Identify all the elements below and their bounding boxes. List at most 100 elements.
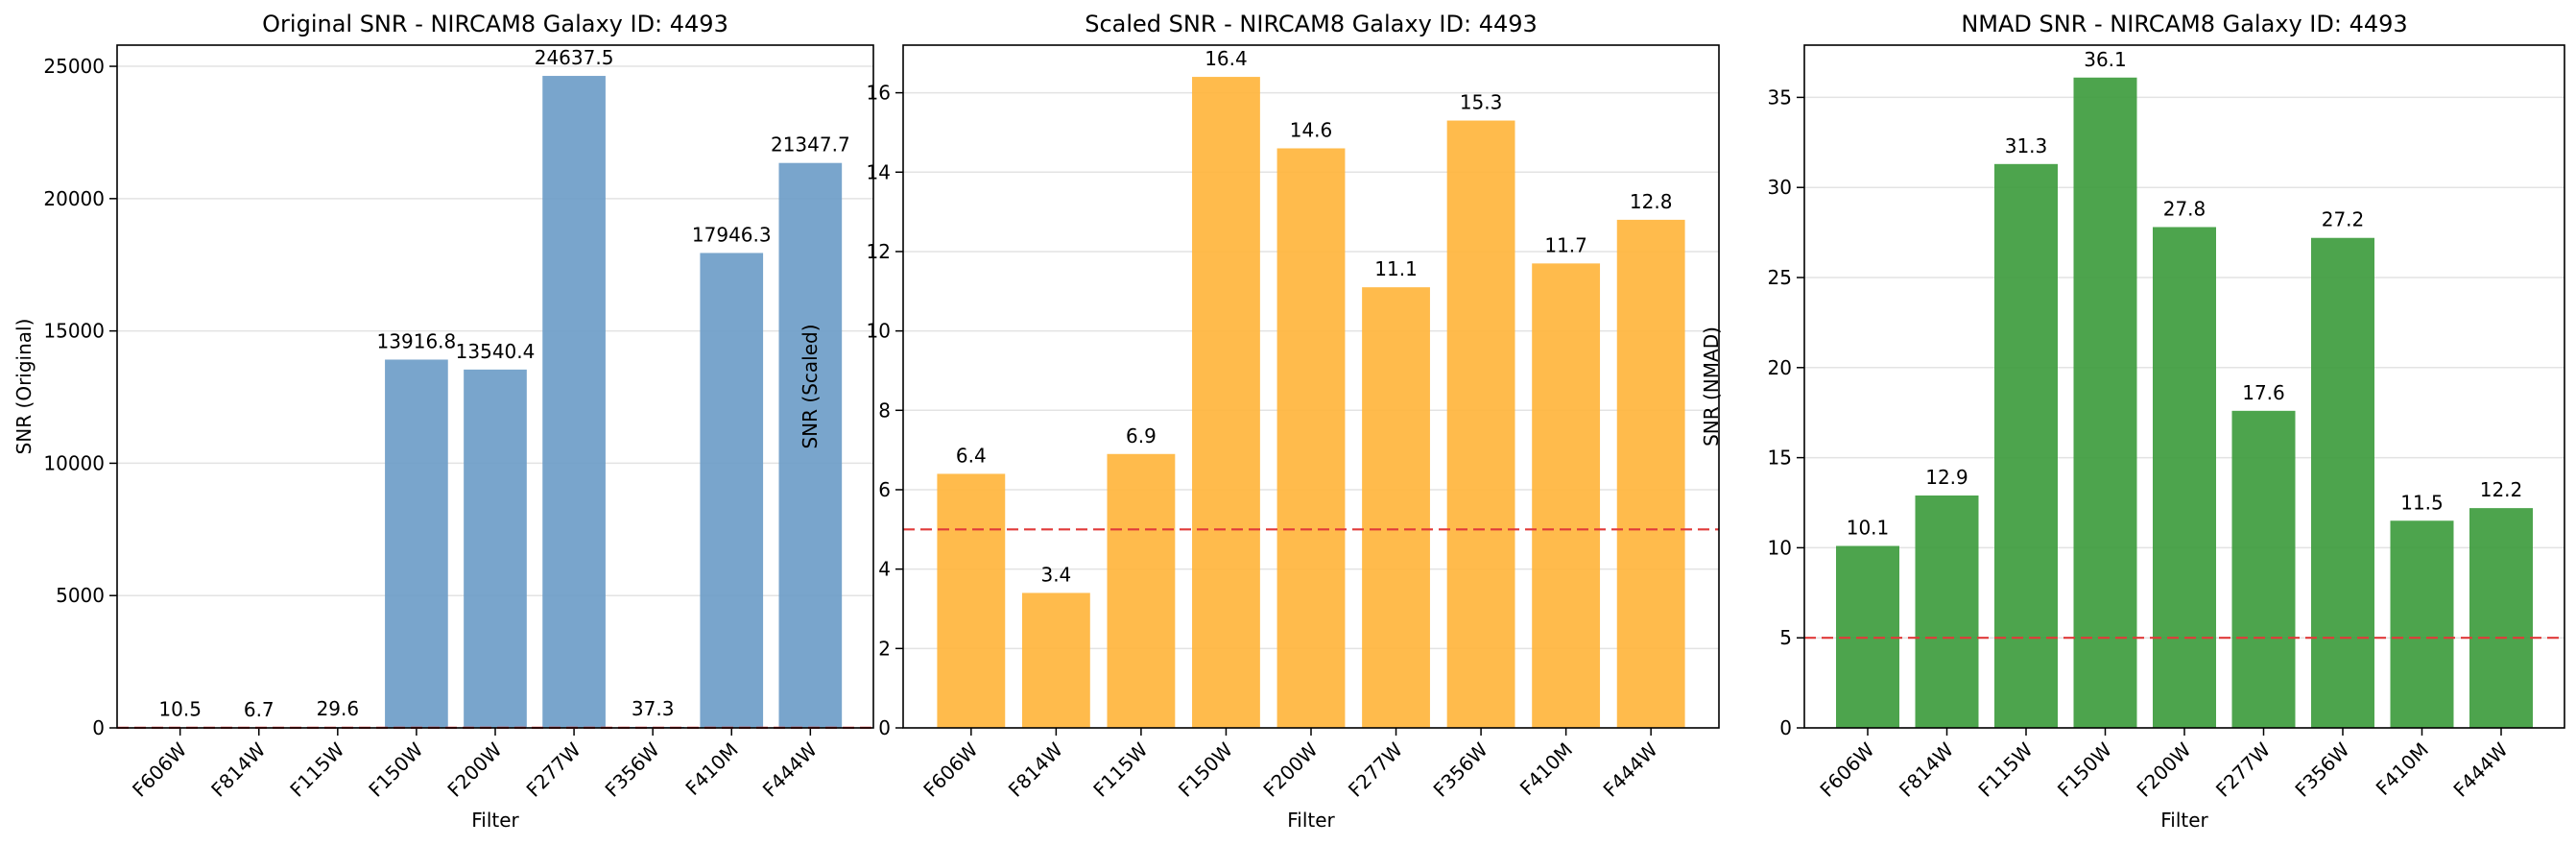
x-tick-label: F200W (442, 737, 506, 801)
x-tick-label: F356W (2290, 737, 2353, 801)
x-axis-label: Filter (2160, 809, 2208, 832)
x-tick-label: F814W (1895, 737, 1958, 801)
bar-f277w (2231, 410, 2296, 728)
bar-value-label: 21347.7 (771, 133, 850, 157)
bar-value-label: 27.8 (2163, 197, 2206, 220)
bar-value-label: 15.3 (1460, 91, 1503, 114)
y-tick-label: 6 (878, 478, 891, 501)
bar-value-label: 11.1 (1374, 257, 1418, 280)
y-tick-label: 20 (1768, 356, 1792, 379)
bar-f814w (1021, 592, 1090, 728)
y-tick-label: 14 (867, 160, 891, 183)
x-tick-label: F410M (2372, 738, 2433, 800)
chart-title: NMAD SNR - NIRCAM8 Galaxy ID: 4493 (1961, 11, 2407, 37)
y-tick-label: 5 (1779, 626, 1792, 649)
x-tick-label: F115W (285, 737, 348, 801)
x-tick-label: F410M (680, 738, 742, 800)
bar-value-label: 11.7 (1544, 233, 1587, 256)
x-tick-label: F115W (1973, 737, 2037, 801)
bar-f277w (1362, 287, 1430, 728)
bar-f150w (2073, 77, 2137, 728)
bar-f444w (778, 162, 843, 729)
bar-value-label: 14.6 (1290, 118, 1333, 141)
bar-f444w (2469, 508, 2533, 728)
y-tick-label: 2 (878, 637, 891, 660)
bar-value-label: 37.3 (632, 697, 675, 720)
y-tick-label: 30 (1768, 176, 1792, 199)
bar-value-label: 6.4 (956, 444, 987, 467)
bar-value-label: 10.5 (158, 698, 202, 721)
x-tick-label: F200W (2132, 737, 2195, 801)
y-tick-label: 25 (1768, 266, 1792, 289)
bar-value-label: 17.6 (2242, 381, 2285, 404)
x-tick-label: F356W (1429, 737, 1492, 801)
plot-frame (116, 44, 874, 729)
x-tick-label: F200W (1258, 737, 1322, 801)
bar-f150w (1192, 77, 1260, 729)
y-tick-label: 16 (867, 82, 891, 105)
bar-f410m (2390, 520, 2454, 728)
bar-value-label: 13916.8 (377, 329, 457, 352)
plot-frame (902, 44, 1720, 729)
x-tick-label: F277W (1344, 737, 1407, 801)
x-tick-label: F150W (1174, 737, 1237, 801)
bar-f356w (1446, 120, 1515, 728)
bar-f606w (937, 473, 1006, 728)
y-axis-label: SNR (NMAD) (1700, 326, 1723, 447)
bar-value-label: 11.5 (2400, 491, 2444, 514)
y-tick-label: 15 (1768, 447, 1792, 470)
bar-value-label: 3.4 (1040, 563, 1071, 586)
bar-f444w (1616, 219, 1685, 728)
x-tick-label: F444W (758, 737, 822, 801)
chart-title: Scaled SNR - NIRCAM8 Galaxy ID: 4493 (1085, 11, 1538, 37)
bar-f200w (464, 369, 527, 728)
bar-value-label: 27.2 (2322, 208, 2365, 231)
bar-value-label: 31.3 (2005, 134, 2048, 157)
x-tick-label: F814W (206, 737, 270, 801)
y-tick-label: 25000 (43, 55, 105, 78)
x-axis-label: Filter (1287, 809, 1335, 832)
bar-value-label: 12.2 (2480, 478, 2523, 501)
bar-f410m (700, 253, 764, 728)
bar-value-label: 6.9 (1126, 424, 1157, 447)
bar-value-label: 36.1 (2084, 48, 2127, 71)
bar-f150w (385, 359, 448, 728)
x-tick-label: F277W (2211, 737, 2275, 801)
x-tick-label: F150W (2053, 737, 2116, 801)
bar-value-label: 29.6 (317, 697, 360, 720)
bar-f814w (1915, 495, 1979, 728)
bar-value-label: 13540.4 (456, 340, 536, 363)
bar-f410m (1532, 263, 1601, 728)
chart-panel-3: 0 5 10 15 20 25 30 35 10.1 F606W 12.9 F814W 31.3 F115… (1700, 11, 2565, 832)
y-tick-label: 20000 (43, 187, 105, 210)
chart-panel-1: 0 5000 10000 15000 20000 25000 10.5 F606W 6.7 F81… (12, 11, 874, 832)
y-axis-label: SNR (Scaled) (799, 324, 822, 448)
x-axis-label: Filter (471, 809, 519, 832)
x-tick-label: F115W (1088, 737, 1152, 801)
bar-value-label: 6.7 (244, 698, 274, 721)
bar-value-label: 12.9 (1925, 466, 1968, 489)
y-tick-label: 12 (867, 240, 891, 263)
x-tick-label: F814W (1004, 737, 1067, 801)
bar-value-label: 10.1 (1847, 517, 1890, 540)
y-tick-label: 15000 (43, 320, 105, 343)
x-tick-label: F277W (522, 737, 585, 801)
bar-f200w (1276, 148, 1346, 728)
x-tick-label: F606W (1815, 737, 1878, 801)
y-axis-label: SNR (Original) (12, 319, 36, 455)
y-tick-label: 10000 (43, 451, 105, 474)
x-tick-label: F444W (1599, 737, 1662, 801)
x-tick-label: F150W (364, 737, 427, 801)
bar-f200w (2153, 227, 2216, 729)
plot-frame (1803, 44, 2565, 729)
bar-value-label: 16.4 (1205, 47, 1248, 70)
bar-f115w (1107, 453, 1176, 728)
bar-value-label: 12.8 (1630, 190, 1673, 213)
bar-value-label: 17946.3 (692, 223, 772, 246)
x-tick-label: F606W (918, 737, 982, 801)
bar-value-label: 24637.5 (535, 46, 614, 69)
chart-title: Original SNR - NIRCAM8 Galaxy ID: 4493 (262, 11, 728, 37)
x-tick-label: F444W (2448, 737, 2512, 801)
bar-f115w (1994, 163, 2058, 728)
